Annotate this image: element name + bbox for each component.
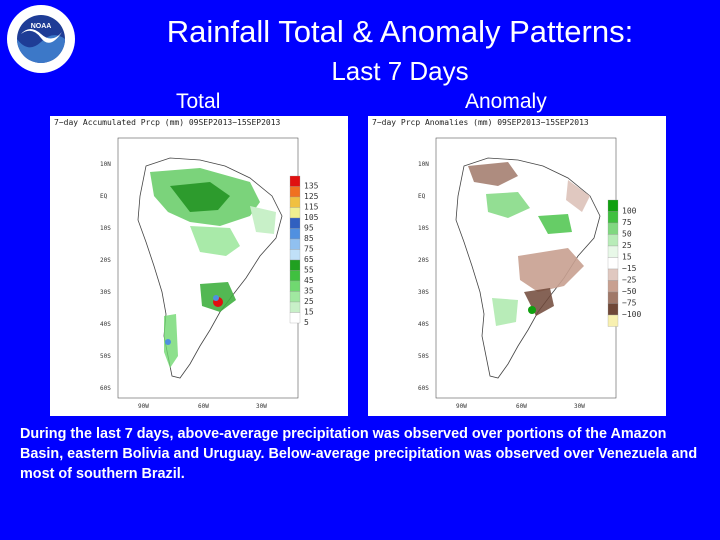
legend-swatch [289,217,301,229]
legend-swatch [289,186,301,198]
legend-swatch [289,175,301,187]
legend-swatch [289,238,301,250]
y-tick: 50S [418,353,429,360]
legend-label: 75 [304,245,314,254]
legend-swatch [607,257,619,270]
legend-label: 115 [304,203,319,212]
legend-label: 65 [304,255,314,264]
legend-label: 15 [304,308,314,317]
y-tick: 50S [100,353,111,360]
legend-swatch [607,245,619,258]
legend-label: −25 [622,276,637,285]
legend-label: 50 [622,230,632,239]
total-x-ticks: 90W 60W 30W [138,403,267,410]
y-tick: 60S [418,385,429,392]
legend-swatch [289,228,301,240]
total-map: 10N EQ 10S 20S 30S 40S 50S 60S 90W 60W 3… [100,137,319,410]
legend-label: −75 [622,299,637,308]
page-subtitle: Last 7 Days [331,56,469,86]
total-label: Total [176,90,221,113]
legend-swatch [289,291,301,303]
legend-label: 75 [622,218,632,227]
total-y-ticks: 10N EQ 10S 20S 30S 40S 50S 60S [100,161,111,392]
page-title: Rainfall Total & Anomaly Patterns: [166,14,634,49]
x-tick: 30W [574,403,585,410]
legend-swatch [607,303,619,316]
anomaly-label: Anomaly [465,90,547,113]
legend-label: −15 [622,264,637,273]
legend-label: 15 [622,253,632,262]
anomaly-x-ticks: 90W 60W 30W [456,403,585,410]
x-tick: 60W [198,403,209,410]
legend-label: 105 [304,213,319,222]
legend-label: −50 [622,287,637,296]
noaa-logo: NOAA [7,5,75,73]
x-tick: 90W [456,403,467,410]
legend-label: 100 [622,207,637,216]
y-tick: 30S [100,289,111,296]
legend-swatch [607,314,619,327]
anomaly-y-ticks: 10N EQ 10S 20S 30S 40S 50S 60S [418,161,429,392]
y-tick: 10N [100,161,111,168]
y-tick: 20S [100,257,111,264]
legend-label: 55 [304,266,314,275]
legend-label: 25 [304,297,314,306]
y-tick: 10N [418,161,429,168]
legend-swatch [289,270,301,282]
y-tick: EQ [418,193,426,200]
y-tick: 10S [100,225,111,232]
y-tick: 60S [100,385,111,392]
legend-swatch [607,199,619,212]
y-tick: 40S [418,321,429,328]
x-tick: 30W [256,403,267,410]
legend-label: 135 [304,182,319,191]
y-tick: 10S [418,225,429,232]
legend-swatch [289,259,301,271]
total-map-panel: 7−day Accumulated Prcp (mm) 09SEP2013−15… [50,116,348,416]
y-tick: 40S [100,321,111,328]
legend-label: 85 [304,234,314,243]
y-tick: 30S [418,289,429,296]
legend-label: 45 [304,276,314,285]
caption-text: During the last 7 days, above-average pr… [20,426,698,482]
logo-center-text: NOAA [31,23,52,30]
anomaly-legend: 100 75 50 25 15 −15 −25 −50 −75 −100 [607,199,641,327]
legend-swatch [607,222,619,235]
legend-swatch [607,280,619,293]
y-tick: EQ [100,193,108,200]
legend-swatch [289,312,301,324]
x-tick: 60W [516,403,527,410]
anomaly-map-title: 7−day Prcp Anomalies (mm) 09SEP2013−15SE… [372,118,589,127]
legend-label: 95 [304,224,314,233]
total-map-title: 7−day Accumulated Prcp (mm) 09SEP2013−15… [54,118,281,127]
legend-label: 5 [304,318,309,327]
legend-swatch [607,211,619,224]
legend-label: 25 [622,241,632,250]
legend-swatch [289,196,301,208]
anomaly-map: 10N EQ 10S 20S 30S 40S 50S 60S 90W 60W 3… [418,137,641,410]
legend-label: 35 [304,287,314,296]
anomaly-map-panel: 7−day Prcp Anomalies (mm) 09SEP2013−15SE… [368,116,666,416]
x-tick: 90W [138,403,149,410]
legend-swatch [607,234,619,247]
legend-swatch [607,268,619,281]
legend-swatch [289,207,301,219]
legend-label: 125 [304,192,319,201]
y-tick: 20S [418,257,429,264]
legend-swatch [607,291,619,304]
legend-label: −100 [622,310,641,319]
legend-swatch [289,249,301,261]
legend-swatch [289,280,301,292]
legend-swatch [289,301,301,313]
